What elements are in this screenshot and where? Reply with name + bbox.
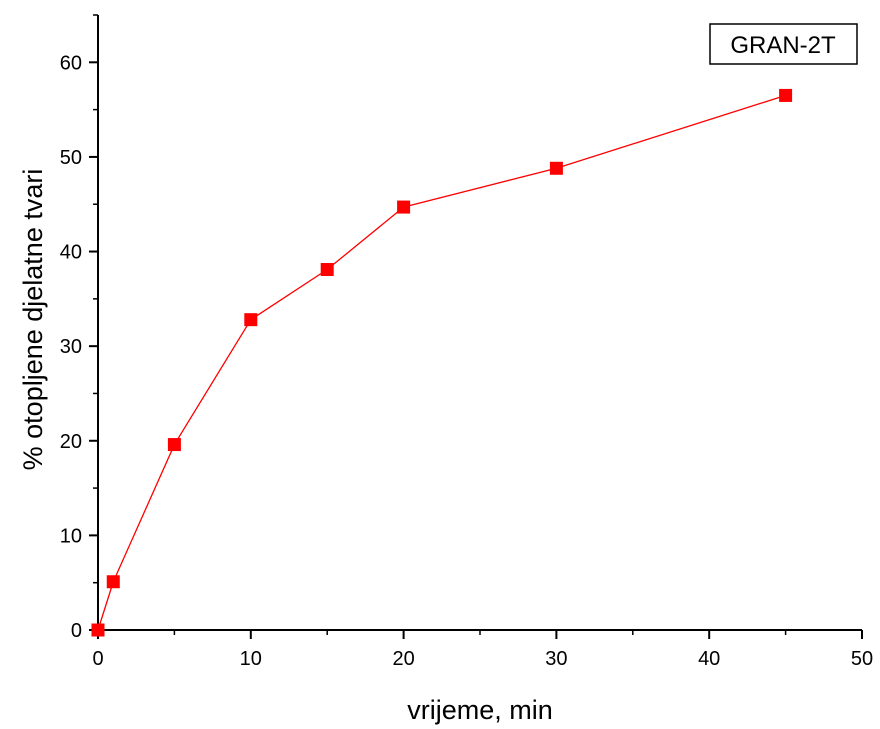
data-point-marker bbox=[106, 575, 120, 589]
x-axis-title: vrijeme, min bbox=[407, 695, 553, 725]
legend: GRAN-2T bbox=[709, 23, 858, 65]
x-tick-label: 40 bbox=[698, 648, 720, 670]
x-tick-label: 30 bbox=[545, 648, 567, 670]
y-axis-title: % otopljene djelatne tvari bbox=[18, 169, 48, 471]
data-point-marker bbox=[397, 200, 411, 214]
data-point-marker bbox=[549, 161, 563, 175]
y-tick-label: 50 bbox=[60, 147, 82, 169]
y-tick-label: 10 bbox=[60, 525, 82, 547]
data-point-marker bbox=[779, 88, 793, 102]
y-tick-label: 20 bbox=[60, 431, 82, 453]
ticks: 0 10 20 30 40 50 0 10 20 30 40 50 60 bbox=[60, 14, 873, 670]
data-point-marker bbox=[91, 623, 105, 637]
y-tick-label: 30 bbox=[60, 336, 82, 358]
x-tick-label: 50 bbox=[851, 648, 873, 670]
x-tick-label: 0 bbox=[92, 648, 103, 670]
x-tick-label: 10 bbox=[240, 648, 262, 670]
series-line bbox=[97, 94, 786, 631]
data-point-marker bbox=[167, 438, 181, 452]
y-tick-label: 0 bbox=[71, 620, 82, 642]
x-tick-label: 20 bbox=[392, 648, 414, 670]
series-layer bbox=[91, 88, 793, 637]
y-tick-label: 40 bbox=[60, 242, 82, 264]
data-point-marker bbox=[244, 313, 258, 327]
data-point-marker bbox=[320, 263, 334, 277]
y-tick-label: 60 bbox=[60, 52, 82, 74]
legend-label: GRAN-2T bbox=[730, 32, 836, 59]
legend-box bbox=[709, 23, 858, 65]
